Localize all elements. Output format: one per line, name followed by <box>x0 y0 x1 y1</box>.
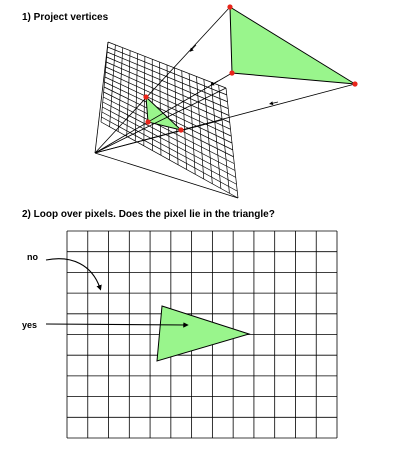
vertex-point <box>143 94 149 100</box>
label-no: no <box>27 252 38 262</box>
step2-title: 2) Loop over pixels. Does the pixel lie … <box>22 209 275 220</box>
arrow-no <box>45 258 102 291</box>
vertex-points <box>143 4 358 133</box>
ray-arrow <box>269 101 279 106</box>
vertex-point <box>352 81 358 87</box>
vertex-point <box>229 70 235 76</box>
step1-title: 1) Project vertices <box>22 12 109 23</box>
raster-diagram <box>45 230 338 439</box>
grid-line <box>196 76 205 180</box>
ray-arrow <box>210 80 219 86</box>
projected-triangle <box>145 95 183 131</box>
projection-diagram <box>94 4 358 199</box>
grid-line <box>104 81 233 144</box>
raster-triangle <box>156 305 251 362</box>
vertex-point <box>227 4 233 10</box>
arrow-yes <box>45 322 189 328</box>
grid-line <box>188 73 196 175</box>
world-triangle <box>229 6 356 85</box>
grid-line <box>203 79 213 184</box>
ray-arrow <box>189 44 197 52</box>
projection-rays <box>94 6 356 154</box>
grid-line <box>102 101 236 171</box>
grid-line <box>225 87 239 199</box>
grid-line <box>210 82 222 189</box>
grid-line <box>100 121 239 199</box>
grid-line <box>218 85 230 194</box>
grid-line <box>174 67 179 165</box>
grid-line <box>101 111 237 185</box>
vertex-point <box>178 127 184 133</box>
label-yes: yes <box>22 320 38 330</box>
grid-line <box>102 106 236 178</box>
grid-line <box>181 70 187 170</box>
grid-line <box>103 96 235 164</box>
grid-line <box>101 116 238 192</box>
vertex-point <box>145 119 151 125</box>
